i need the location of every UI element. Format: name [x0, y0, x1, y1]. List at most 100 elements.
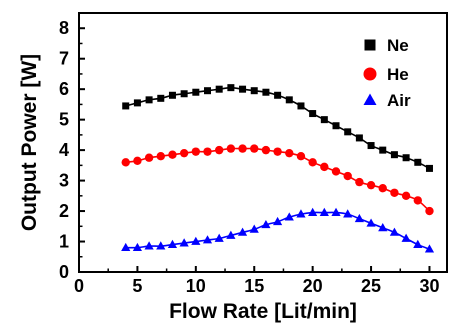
- data-point-air: [389, 227, 400, 236]
- data-point-air: [424, 244, 435, 253]
- x-tick-label: 15: [244, 276, 264, 296]
- data-point-ne: [122, 102, 130, 110]
- data-point-air: [261, 219, 271, 229]
- data-point-ne: [239, 85, 247, 93]
- data-point-he: [121, 158, 130, 167]
- data-point-he: [214, 145, 224, 155]
- data-point-air: [191, 236, 201, 245]
- data-point-ne: [133, 99, 141, 107]
- data-point-air: [179, 238, 189, 247]
- data-point-air: [249, 224, 259, 233]
- data-point-ne: [379, 146, 387, 154]
- data-point-ne: [390, 151, 398, 159]
- legend-marker-he: [363, 67, 377, 81]
- data-point-air: [121, 242, 131, 252]
- data-point-ne: [425, 164, 433, 172]
- plot-frame: [78, 12, 448, 273]
- legend-marker-ne: [364, 39, 376, 51]
- y-tick-label: 0: [59, 262, 69, 282]
- data-point-air: [156, 241, 166, 250]
- data-point-air: [378, 223, 388, 232]
- data-point-air: [319, 207, 329, 216]
- data-point-ne: [168, 91, 176, 99]
- data-point-ne: [180, 90, 188, 98]
- data-point-ne: [250, 87, 258, 95]
- y-tick-label: 7: [59, 49, 69, 69]
- data-point-he: [285, 148, 294, 158]
- legend-label-ne: Ne: [387, 36, 409, 55]
- y-tick-label: 2: [59, 201, 69, 221]
- x-tick-label: 0: [74, 276, 84, 296]
- data-point-he: [133, 156, 142, 165]
- data-point-he: [366, 180, 376, 190]
- legend-label-air: Air: [387, 91, 411, 110]
- data-point-ne: [227, 84, 235, 92]
- data-point-he: [250, 144, 259, 153]
- data-point-he: [425, 206, 434, 216]
- data-point-ne: [285, 96, 293, 104]
- data-point-ne: [204, 87, 212, 95]
- data-point-he: [226, 144, 236, 153]
- data-point-air: [296, 209, 306, 218]
- data-point-he: [355, 177, 364, 187]
- data-point-he: [156, 152, 165, 161]
- y-tick-label: 4: [59, 140, 69, 160]
- data-point-he: [308, 158, 317, 167]
- y-tick-label: 8: [59, 18, 69, 38]
- x-tick-label: 5: [132, 276, 142, 296]
- y-axis-title: Output Power [W]: [18, 54, 41, 231]
- data-point-he: [203, 147, 212, 156]
- data-point-he: [144, 153, 154, 162]
- data-point-air: [144, 241, 154, 250]
- data-point-air: [366, 218, 376, 227]
- data-point-he: [296, 152, 306, 161]
- data-point-ne: [309, 110, 317, 118]
- data-point-air: [226, 230, 236, 239]
- data-point-he: [168, 150, 177, 159]
- x-tick-label: 30: [419, 276, 439, 296]
- y-tick-label: 5: [59, 110, 69, 130]
- legend-label-he: He: [387, 65, 409, 84]
- data-point-he: [401, 191, 411, 201]
- axes-layer: 0 5 10 15 20 25 30 0 1 2 3 4 5 6 7 8: [59, 12, 448, 296]
- data-point-he: [378, 184, 387, 193]
- x-tick-label: 25: [361, 276, 381, 296]
- data-point-he: [261, 145, 271, 155]
- data-point-air: [401, 233, 411, 242]
- data-point-ne: [157, 94, 165, 102]
- data-point-he: [413, 196, 422, 205]
- data-point-ne: [262, 88, 270, 96]
- x-axis-title: Flow Rate [Lit/min]: [169, 300, 357, 323]
- series-air: [121, 207, 435, 253]
- data-point-ne: [344, 128, 352, 136]
- plot-layer: [121, 84, 435, 253]
- data-point-ne: [320, 116, 328, 124]
- data-point-he: [390, 188, 399, 197]
- data-point-he: [191, 147, 201, 156]
- data-point-he: [331, 167, 341, 176]
- data-point-air: [284, 212, 294, 221]
- data-point-he: [343, 171, 352, 181]
- data-point-air: [331, 207, 341, 216]
- legend: Ne He Air: [363, 36, 411, 110]
- data-point-he: [273, 147, 282, 156]
- series-he: [121, 144, 434, 216]
- data-point-air: [237, 227, 248, 236]
- data-point-he: [320, 162, 329, 172]
- data-point-ne: [367, 142, 375, 150]
- y-tick-label: 6: [59, 79, 69, 99]
- data-point-ne: [332, 122, 340, 130]
- data-point-air: [354, 213, 364, 223]
- data-point-ne: [402, 154, 410, 162]
- data-point-ne: [215, 85, 223, 93]
- data-point-ne: [297, 102, 305, 110]
- x-tick-label: 20: [303, 276, 323, 296]
- data-point-air: [132, 242, 143, 252]
- data-point-air: [308, 207, 318, 216]
- data-point-air: [343, 209, 353, 218]
- data-point-he: [179, 148, 189, 158]
- data-point-air: [167, 239, 178, 248]
- series-ne: [122, 84, 433, 172]
- data-point-ne: [192, 88, 200, 96]
